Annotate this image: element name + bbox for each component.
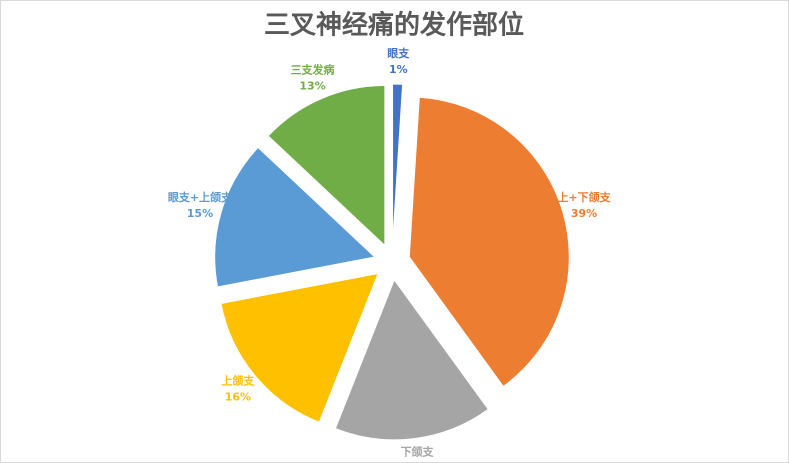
pie-slice [220,272,379,423]
slice-value-label: 39% [571,207,597,220]
slice-label: 眼支+上颌支 [168,190,233,204]
slice-value-label: 16% [225,390,251,403]
slice-label: 上颌支 [221,373,255,387]
pie-slice [392,83,404,245]
chart-title: 三叉神经痛的发作部位 [264,10,524,41]
slice-label: 上+下颌支 [557,190,611,204]
pie-slice [267,84,386,247]
slice-value-label: 13% [299,79,325,92]
slice-value-label: 1% [389,63,408,76]
pie-slice [408,96,570,388]
pie-slice [334,278,490,441]
slice-label: 下颌支 [401,444,435,458]
slice-label: 眼支 [387,46,410,60]
slice-label: 三支发病 [291,62,335,76]
slice-value-label: 15% [187,207,213,220]
pie-slice [214,146,376,288]
slice-value-label: 16% [404,461,430,463]
